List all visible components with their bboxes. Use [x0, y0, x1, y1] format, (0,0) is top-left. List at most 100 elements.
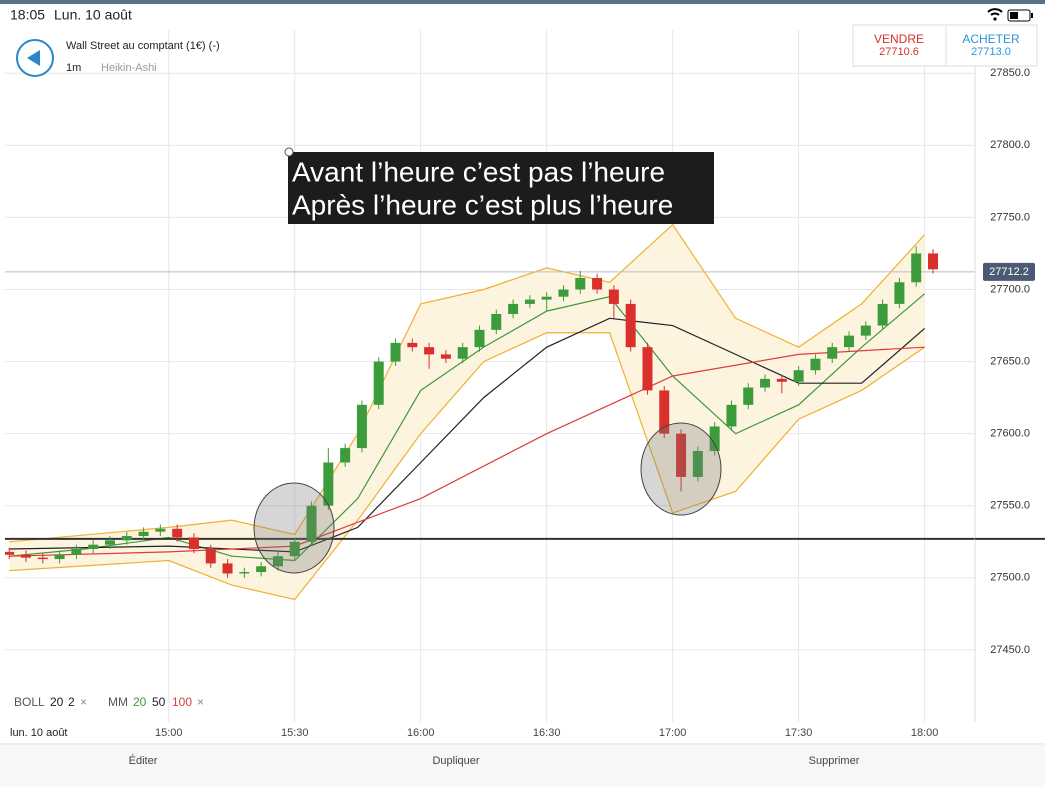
status-icons [987, 8, 1033, 22]
candle-body [592, 277, 603, 290]
candle-body [524, 299, 535, 304]
candle-body [37, 557, 48, 560]
moving-average [9, 346, 925, 557]
candle-body [676, 433, 687, 477]
y-tick-label: 27500.0 [990, 572, 1030, 584]
candle-body [71, 549, 82, 555]
candle-body [222, 563, 233, 574]
candle-body [20, 554, 31, 558]
x-tick-label: 15:00 [155, 727, 183, 739]
candle-body [558, 289, 569, 297]
candle-body [5, 551, 15, 555]
candle-body [104, 540, 115, 545]
y-tick-label: 27600.0 [990, 428, 1030, 440]
indicator-param: 100 [172, 695, 192, 709]
toolbar [0, 745, 1045, 787]
status-date: Lun. 10 août [54, 7, 132, 23]
candle-body [121, 536, 132, 541]
x-tick-label: 18:00 [911, 727, 939, 739]
x-tick-label: 16:30 [533, 727, 561, 739]
candle-body [474, 329, 485, 348]
candle-body [172, 528, 183, 538]
candle-body [659, 390, 670, 434]
candle-body [306, 505, 317, 542]
instrument-title: Wall Street au comptant (1€) (-) [66, 40, 220, 52]
x-tick-label: 17:30 [785, 727, 813, 739]
annotation-box [288, 152, 714, 224]
candle-body [138, 531, 149, 537]
candle-body [390, 342, 401, 362]
annotation-line: Après l’heure c’est plus l’heure [292, 189, 673, 220]
candle-body [188, 537, 199, 549]
date-strip [0, 722, 1045, 744]
candle-body [289, 541, 300, 557]
current-price-tag [983, 262, 1035, 281]
back-button[interactable] [16, 39, 54, 77]
candle-body [760, 378, 771, 388]
y-tick-label: 27450.0 [990, 644, 1030, 656]
y-tick-label: 27650.0 [990, 355, 1030, 367]
candle-body [877, 303, 888, 326]
current-price-label: 27712.2 [989, 266, 1029, 278]
toolbar-button[interactable]: Éditer [129, 754, 158, 767]
candle-body [457, 347, 468, 359]
x-tick-label: 17:00 [659, 727, 687, 739]
candle-body [692, 450, 703, 477]
candle-body [272, 556, 283, 567]
candle-body [911, 253, 922, 283]
y-tick-label: 27700.0 [990, 283, 1030, 295]
candle-body [239, 572, 250, 574]
remove-indicator[interactable]: × [197, 695, 204, 709]
candle-body [256, 566, 267, 573]
candle-body [205, 549, 216, 564]
annotation-handle[interactable] [284, 147, 294, 157]
candle-body [491, 314, 502, 330]
candle-body [726, 404, 737, 427]
highlight-circle [640, 422, 722, 516]
buy-price[interactable]: 27713.0 [971, 46, 1011, 58]
quote-box [852, 24, 1038, 67]
candle-body [625, 303, 636, 348]
candle-body [373, 361, 384, 405]
plot-area [5, 30, 975, 722]
candle-body [894, 282, 905, 304]
candle-body [424, 347, 435, 355]
annotation-line: Avant l’heure c’est pas l’heure [292, 156, 665, 187]
sell-label[interactable]: VENDRE [874, 32, 924, 46]
candle-body [54, 554, 65, 560]
indicator-name: MM [108, 695, 128, 709]
candle-body [844, 335, 855, 348]
remove-indicator[interactable]: × [80, 695, 87, 709]
bollinger-upper [9, 223, 926, 543]
candle-body [860, 325, 871, 336]
bollinger-lower [9, 332, 925, 601]
y-tick-label: 27750.0 [990, 211, 1030, 223]
candle-body [776, 378, 787, 382]
candle-body [743, 387, 754, 405]
sell-price[interactable]: 27710.6 [879, 46, 919, 58]
bollinger-fill [9, 224, 925, 600]
indicator-param: 20 [133, 695, 147, 709]
x-tick-label: 16:00 [407, 727, 435, 739]
buy-label[interactable]: ACHETER [962, 32, 1020, 46]
candle-body [793, 370, 804, 382]
toolbar-button[interactable]: Dupliquer [432, 755, 479, 767]
candle-body [440, 354, 451, 359]
candle-body [356, 404, 367, 449]
chart-style[interactable]: Heikin-Ashi [101, 62, 157, 74]
x-tick-label: 15:30 [281, 727, 309, 739]
toolbar-button[interactable]: Supprimer [809, 755, 860, 767]
candle-body [709, 426, 720, 451]
timeframe[interactable]: 1m [66, 62, 81, 74]
top-edge [0, 0, 1045, 4]
indicator-name: BOLL [14, 695, 45, 709]
y-tick-label: 27550.0 [990, 500, 1030, 512]
candle-body [323, 462, 334, 506]
candle-body [827, 347, 838, 359]
indicator-param: 2 [68, 695, 75, 709]
candle-body [928, 253, 939, 270]
candle-body [575, 277, 586, 290]
